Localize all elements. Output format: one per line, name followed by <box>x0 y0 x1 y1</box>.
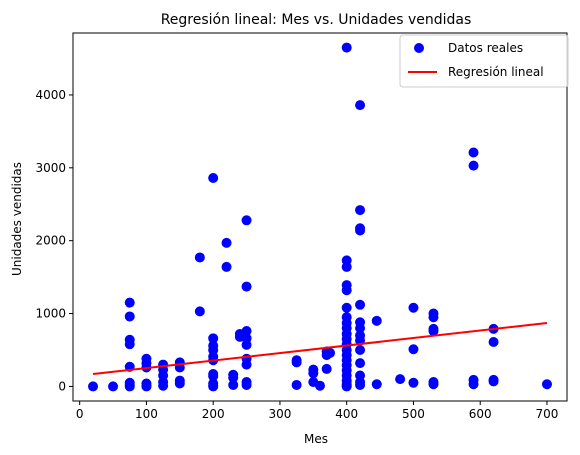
data-point-25 <box>194 252 205 263</box>
chart-title: Regresión lineal: Mes vs. Unidades vendi… <box>161 12 472 28</box>
data-point-118 <box>488 336 499 347</box>
legend: Datos reales Regresión lineal <box>399 34 569 88</box>
data-point-45 <box>241 215 252 226</box>
data-point-51 <box>241 359 252 370</box>
data-point-105 <box>408 344 419 355</box>
data-point-121 <box>541 379 552 390</box>
data-point-103 <box>395 374 406 385</box>
legend-label-points: Datos reales <box>448 41 523 55</box>
legend-frame <box>399 34 569 88</box>
data-point-91 <box>355 299 366 310</box>
x-tick-label-100: 100 <box>135 407 158 421</box>
x-tick-label-200: 200 <box>202 407 225 421</box>
data-point-42 <box>228 379 239 390</box>
data-point-65 <box>341 42 352 53</box>
data-point-20 <box>158 380 169 391</box>
data-point-47 <box>241 326 252 337</box>
data-point-38 <box>221 237 232 248</box>
data-point-70 <box>341 302 352 313</box>
data-point-110 <box>428 326 439 337</box>
data-point-5 <box>124 339 135 350</box>
data-point-116 <box>468 379 479 390</box>
x-tick-label-500: 500 <box>402 407 425 421</box>
data-point-0 <box>88 381 99 392</box>
data-point-24 <box>174 378 185 389</box>
data-point-3 <box>124 311 135 322</box>
data-point-102 <box>371 379 382 390</box>
y-tick-label-3000: 3000 <box>35 161 66 175</box>
x-tick-label-0: 0 <box>76 407 84 421</box>
data-point-97 <box>355 358 366 369</box>
data-point-90 <box>355 225 366 236</box>
data-point-113 <box>468 147 479 158</box>
data-point-86 <box>341 381 352 392</box>
legend-label-line: Regresión lineal <box>448 65 544 79</box>
data-point-49 <box>241 339 252 350</box>
x-tick-label-300: 300 <box>268 407 291 421</box>
data-point-112 <box>428 379 439 390</box>
data-point-67 <box>341 261 352 272</box>
data-point-60 <box>315 380 325 391</box>
data-point-46 <box>241 281 252 292</box>
data-point-9 <box>124 381 135 392</box>
data-point-101 <box>371 315 382 326</box>
x-tick-label-600: 600 <box>469 407 492 421</box>
plot-area <box>88 42 552 392</box>
x-tick-label-400: 400 <box>335 407 358 421</box>
data-point-55 <box>291 357 302 368</box>
x-tick-label-700: 700 <box>536 407 559 421</box>
data-point-69 <box>341 285 352 296</box>
data-point-39 <box>221 261 232 272</box>
data-point-58 <box>308 368 319 379</box>
y-tick-label-1000: 1000 <box>35 307 66 321</box>
data-point-63 <box>321 363 332 374</box>
data-point-114 <box>468 160 479 171</box>
data-point-26 <box>194 306 205 317</box>
data-point-87 <box>355 100 366 111</box>
data-point-104 <box>408 302 419 313</box>
x-axis-label: Mes <box>304 432 328 446</box>
data-point-64 <box>325 347 336 358</box>
legend-marker-points <box>414 43 424 53</box>
data-point-120 <box>488 376 499 387</box>
y-tick-label-0: 0 <box>58 379 66 393</box>
data-point-2 <box>124 297 135 308</box>
plot-frame <box>72 32 568 402</box>
y-tick-label-4000: 4000 <box>35 88 66 102</box>
data-point-106 <box>408 377 419 388</box>
axes: 0 100 200 300 400 500 600 700 0 1000 2000 3000 4000 <box>35 32 568 421</box>
data-point-27 <box>208 173 219 184</box>
data-point-34 <box>208 371 219 382</box>
data-point-37 <box>208 381 219 392</box>
data-point-53 <box>241 379 252 390</box>
data-point-15 <box>141 381 152 392</box>
data-point-41 <box>228 372 239 383</box>
data-point-88 <box>355 205 366 216</box>
data-point-93 <box>355 323 366 334</box>
regression-line <box>92 322 548 376</box>
data-point-1 <box>108 381 119 392</box>
y-tick-label-2000: 2000 <box>35 234 66 248</box>
y-axis-label: Unidades vendidas <box>10 162 24 276</box>
data-point-28 <box>208 333 219 344</box>
data-point-108 <box>428 312 439 323</box>
data-point-56 <box>291 379 302 390</box>
data-point-96 <box>355 344 366 355</box>
data-point-100 <box>355 379 366 390</box>
